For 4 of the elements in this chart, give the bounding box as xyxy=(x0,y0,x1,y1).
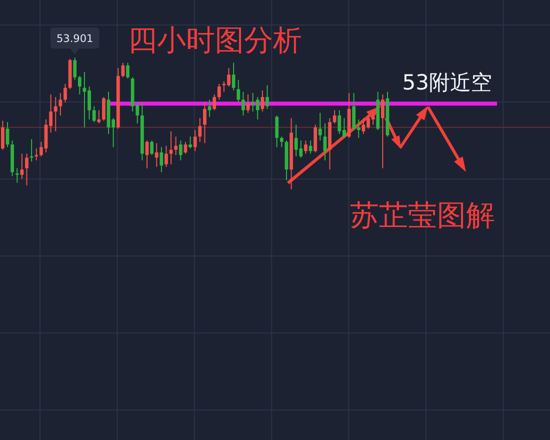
annotation: 苏芷莹图解 xyxy=(350,198,495,232)
ref-line-label: 53附近空 xyxy=(402,70,492,95)
chart-title: 四小时图分析 xyxy=(128,23,302,57)
annotation: 53.901 xyxy=(56,33,94,45)
